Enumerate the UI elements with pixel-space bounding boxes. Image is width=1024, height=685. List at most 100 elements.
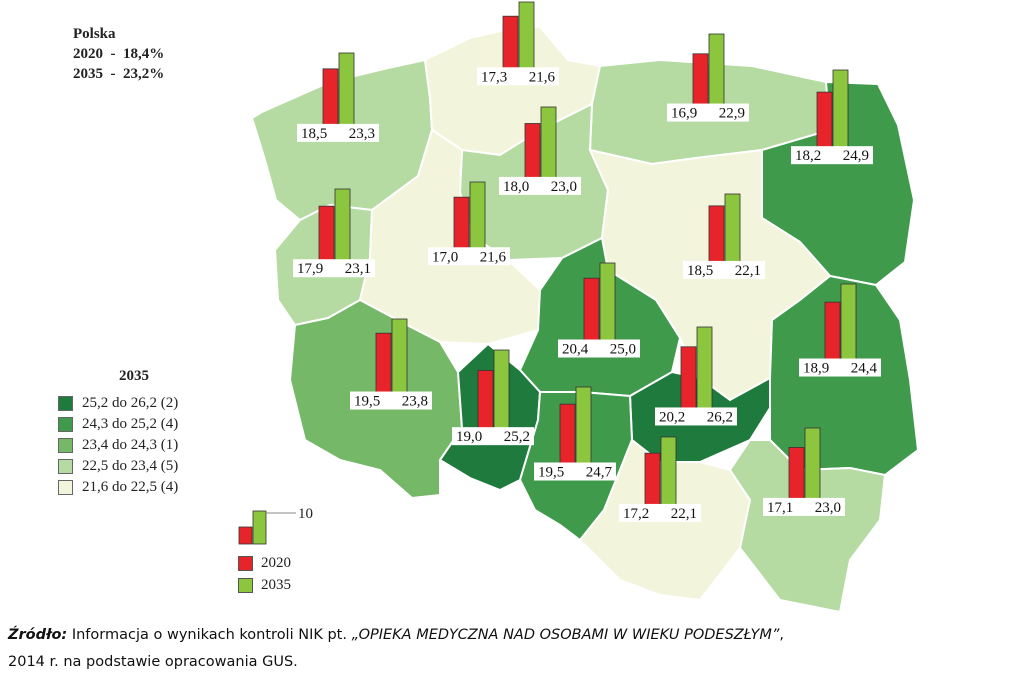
bar-2020-swietokrzyskie [680, 346, 697, 414]
source-label: Źródło: [8, 627, 68, 643]
bar-2020-lubuskie [318, 205, 335, 266]
value-2035-kujawsko-pomorskie: 23,0 [551, 179, 577, 195]
choropleth-legend: 2035 25,2 do 26,2 (2) 24,3 do 25,2 (4) 2… [58, 368, 178, 498]
legend-label: 24,3 do 25,2 (4) [82, 416, 179, 432]
bar-2020-malopolskie [644, 452, 661, 511]
value-2035-lodzkie: 25,0 [610, 342, 636, 358]
bar-2035-podlaskie [832, 69, 849, 153]
value-2035-opolskie: 25,2 [504, 429, 530, 445]
bar-legend-item-2020: 2020 [238, 552, 291, 574]
value-2035-mazowieckie: 22,1 [735, 263, 761, 279]
value-label-bg [683, 260, 765, 279]
bar-2035-swietokrzyskie [696, 326, 713, 414]
value-2035-dolnoslaskie: 23,8 [402, 394, 428, 410]
legend-swatch [58, 417, 73, 432]
legend-item: 21,6 do 22,5 (4) [58, 477, 178, 498]
value-2020-dolnoslaskie: 19,5 [354, 394, 380, 410]
value-2020-swietokrzyskie: 20,2 [659, 409, 685, 425]
value-2035-podlaskie: 24,9 [843, 148, 869, 164]
bar-2035-slaskie [575, 386, 592, 469]
value-label-bg [428, 247, 510, 266]
bar-2035-lubuskie [334, 188, 351, 266]
bar-2020-dolnoslaskie [375, 332, 392, 398]
value-2035-lubelskie: 24,4 [851, 361, 878, 377]
bar-2020-slaskie [559, 403, 576, 469]
bar-2035-lodzkie [599, 262, 616, 346]
bar-2035-kujawsko-pomorskie [540, 106, 557, 184]
bar-2020-podlaskie [816, 91, 833, 153]
legend-item: 23,4 do 24,3 (1) [58, 435, 178, 456]
bar-legend-item-2035: 2035 [238, 574, 291, 596]
value-2035-lubuskie: 23,1 [345, 261, 371, 277]
value-2035-zachodniopomorskie: 23,3 [349, 126, 375, 142]
bar-2020-podkarpackie [788, 447, 805, 505]
value-2020-lubelskie: 18,9 [803, 361, 829, 377]
scale-label: 10 [298, 506, 313, 522]
source-text-after: , [779, 627, 784, 643]
value-2020-lodzkie: 20,4 [562, 342, 589, 358]
bar-2020-pomorskie [502, 15, 519, 74]
value-2035-pomorskie: 21,6 [529, 69, 556, 85]
value-2020-warminsko-mazurskie: 16,9 [671, 106, 697, 122]
bar-2035-podkarpackie [804, 427, 821, 505]
bar-legend: 2020 2035 [238, 552, 291, 596]
bar-2035-dolnoslaskie [391, 318, 408, 398]
bar-2035-mazowieckie [724, 193, 741, 268]
value-label-bg [655, 407, 737, 426]
bar-2020-warminsko-mazurskie [692, 53, 709, 110]
value-2035-warminsko-mazurskie: 22,9 [719, 106, 745, 122]
national-summary: Polska 2020 - 18,4% 2035 - 23,2% [73, 24, 164, 84]
bar-2035-opolskie [493, 349, 510, 434]
legend-item: 22,5 do 23,4 (5) [58, 456, 178, 477]
value-label-bg [350, 391, 432, 410]
legend-swatch [58, 480, 73, 495]
label-2035: 2035 [261, 576, 291, 593]
value-label-bg [619, 503, 701, 522]
region-bar-charts: 18,5 23,3 17,3 21,6 16,9 22,9 18,2 24,9 18,0 23,0… [293, 1, 881, 522]
value-2020-malopolskie: 17,2 [623, 506, 649, 522]
poland-map: 18,5 23,3 17,3 21,6 16,9 22,9 18,2 24,9 18,0 23,0… [250, 1, 920, 614]
value-2035-podkarpackie: 23,0 [815, 500, 841, 516]
value-2020-kujawsko-pomorskie: 18,0 [503, 179, 529, 195]
value-label-bg [791, 146, 873, 165]
value-label-bg [763, 497, 845, 516]
value-2020-wielkopolskie: 17,0 [432, 249, 458, 265]
legend-item: 24,3 do 25,2 (4) [58, 414, 178, 435]
legend-item: 25,2 do 26,2 (2) [58, 393, 178, 414]
bar-2020-mazowieckie [708, 205, 725, 268]
bar-2035-wielkopolskie [469, 181, 486, 254]
value-2035-wielkopolskie: 21,6 [480, 249, 507, 265]
legend-label: 22,5 do 23,4 (5) [82, 458, 179, 474]
value-label-bg [297, 123, 379, 142]
bar-2020-lodzkie [583, 277, 600, 346]
bar-2020-kujawsko-pomorskie [524, 123, 541, 184]
value-2020-slaskie: 19,5 [538, 465, 564, 481]
value-2020-mazowieckie: 18,5 [687, 263, 713, 279]
legend-swatch [58, 396, 73, 411]
value-2035-swietokrzyskie: 26,2 [707, 409, 733, 425]
label-2020: 2020 [261, 554, 291, 571]
summary-2020: 2020 - 18,4% [73, 46, 165, 62]
value-label-bg [477, 67, 559, 86]
swatch-2035 [238, 577, 253, 593]
value-2035-malopolskie: 22,1 [671, 506, 697, 522]
value-label-bg [558, 339, 640, 358]
bar-2020-opolskie [477, 370, 494, 434]
summary-2035: 2035 - 23,2% [73, 66, 165, 82]
summary-title: Polska [73, 26, 116, 42]
value-2020-lubuskie: 17,9 [297, 261, 323, 277]
value-label-bg [499, 176, 581, 195]
swatch-2020 [238, 555, 253, 571]
value-2020-zachodniopomorskie: 18,5 [301, 126, 327, 142]
bar-2035-lubelskie [840, 283, 857, 365]
bar-2020-lubelskie [824, 301, 841, 365]
legend-label: 23,4 do 24,3 (1) [82, 437, 179, 453]
value-label-bg [534, 462, 616, 481]
bar-2035-malopolskie [660, 436, 677, 511]
source-title: „OPIEKA MEDYCZNA NAD OSOBAMI W WIEKU POD… [351, 627, 780, 643]
source-note: Źródło: Informacja o wynikach kontroli N… [8, 622, 1018, 676]
value-2020-pomorskie: 17,3 [481, 69, 507, 85]
legend-title: 2035 [119, 368, 149, 384]
scale-bar-2035 [252, 510, 267, 545]
bar-2035-zachodniopomorskie [338, 52, 355, 131]
